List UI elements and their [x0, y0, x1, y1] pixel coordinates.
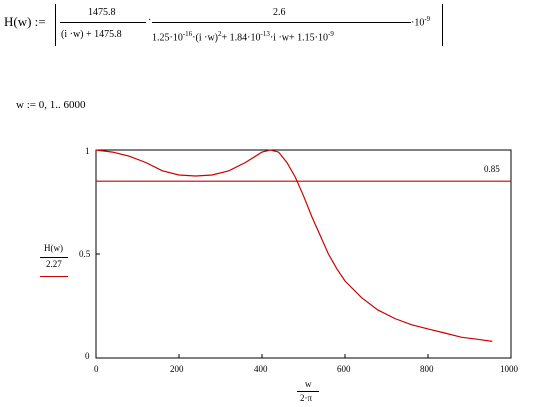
x-tick-label-400: 400: [254, 364, 268, 374]
series-line-response: [95, 149, 493, 342]
fraction2-numerator: 2.6: [273, 7, 286, 18]
den2-term-a-exp: -16: [182, 30, 193, 38]
x-tick-label-800: 800: [420, 364, 434, 374]
fraction2-bar: [152, 22, 411, 23]
formula-tail: ·10-9: [411, 16, 430, 28]
den2-term-d-exp: -9: [327, 30, 334, 38]
den2-term-d: ·i ·w+ 1.15·10: [269, 32, 328, 44]
fraction1-numerator: 1475.8: [88, 7, 116, 18]
x-axis-label-denominator: 2·π: [300, 393, 313, 403]
fraction1-denominator: (i ·w) + 1475.8: [61, 29, 122, 40]
marker-label: 0.85: [484, 164, 500, 174]
tail-base: ·10: [411, 17, 425, 29]
tail-exp: -9: [424, 15, 431, 23]
plot-svg: [95, 149, 512, 359]
y-axis-label-bar: [40, 257, 68, 258]
x-tick-label-0: 0: [94, 364, 99, 374]
x-axis-label-numerator: w: [305, 379, 312, 389]
product-dot: ·: [148, 15, 152, 26]
den2-term-b: ·(i ·w): [192, 32, 219, 44]
abs-bar-right: [442, 4, 443, 46]
x-axis-label-bar: [297, 391, 319, 392]
den2-term-c: + 1.84·10: [221, 32, 261, 44]
fraction2-denominator: 1.25·10-16·(i ·w)2+ 1.84·10-13·i ·w+ 1.1…: [152, 31, 334, 43]
range-definition: w := 0, 1.. 6000: [16, 99, 86, 111]
y-axis-label-legend-line: [40, 276, 68, 277]
den2-term-a: 1.25·10: [152, 32, 183, 44]
y-axis-label-numerator: H(w): [44, 243, 63, 253]
den2-term-b-exp: 2: [218, 30, 222, 38]
plot-marks: [95, 149, 512, 359]
abs-bar-left: [55, 4, 56, 46]
fraction1-bar: [60, 22, 146, 23]
formula-region: H(w) := 1475.8 (i ·w) + 1475.8 · 2.6 1.2…: [0, 0, 541, 60]
x-tick-label-600: 600: [337, 364, 351, 374]
x-tick-label-1000: 1000: [500, 364, 518, 374]
y-tick-label-0.5: 0.5: [79, 249, 91, 259]
den2-term-c-exp: -13: [260, 30, 270, 38]
x-tick-label-200: 200: [170, 364, 184, 374]
plot-region[interactable]: H(w) 2.27 0 0.5 1 0 200 400 600 800 1000…: [0, 140, 541, 407]
y-axis-label-denominator: 2.27: [46, 259, 62, 269]
y-tick-label-1: 1: [85, 146, 90, 156]
y-tick-label-0: 0: [85, 351, 90, 361]
formula-lhs: H(w) :=: [4, 14, 46, 29]
